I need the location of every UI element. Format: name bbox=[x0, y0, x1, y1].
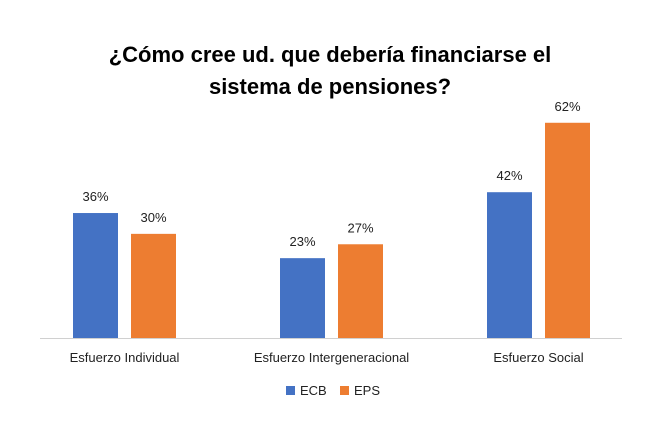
legend-label-ecb: ECB bbox=[300, 383, 327, 398]
data-label-eps-0: 30% bbox=[140, 210, 166, 225]
legend-swatch-ecb bbox=[286, 386, 295, 395]
data-label-eps-1: 27% bbox=[347, 220, 373, 235]
data-label-eps-2: 62% bbox=[554, 99, 580, 114]
chart-title-line-2: sistema de pensiones? bbox=[208, 74, 452, 99]
chart-title-line-1: ¿Cómo cree ud. que debería financiarse e… bbox=[108, 42, 552, 67]
bar-eps-2 bbox=[545, 122, 590, 339]
data-label-ecb-1: 23% bbox=[289, 234, 315, 249]
bar-ecb-1 bbox=[280, 258, 325, 338]
legend-label-eps: EPS bbox=[354, 383, 380, 398]
bar-ecb-0 bbox=[73, 213, 118, 338]
category-label-0: Esfuerzo Individual bbox=[70, 350, 180, 365]
legend-swatch-eps bbox=[340, 386, 349, 395]
bar-eps-0 bbox=[131, 233, 176, 338]
data-label-ecb-0: 36% bbox=[82, 189, 108, 204]
bar-eps-1 bbox=[338, 244, 383, 338]
bar-ecb-2 bbox=[487, 192, 532, 338]
data-label-ecb-2: 42% bbox=[496, 168, 522, 183]
category-label-1: Esfuerzo Intergeneracional bbox=[254, 350, 409, 365]
category-label-2: Esfuerzo Social bbox=[493, 350, 583, 365]
